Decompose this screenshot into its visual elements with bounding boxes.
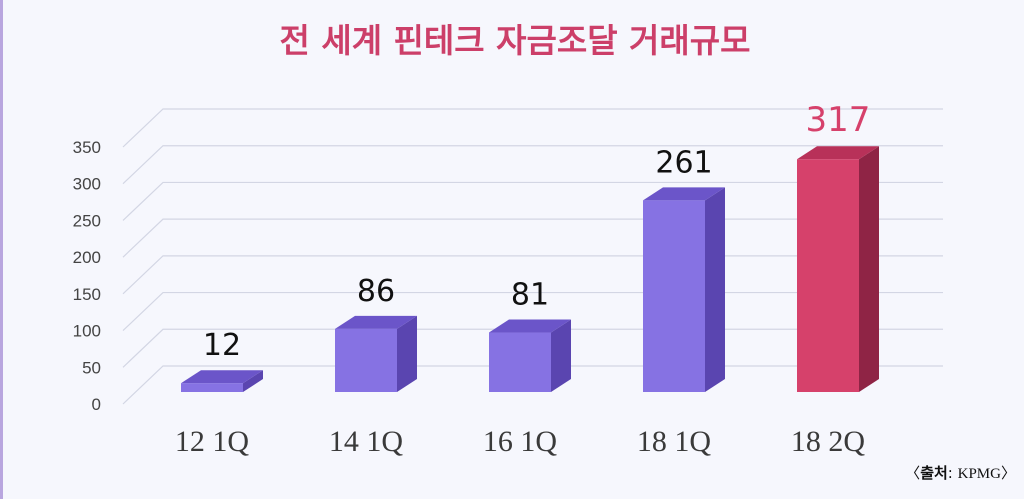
bar-front xyxy=(489,332,551,392)
gridline xyxy=(122,181,943,221)
y-tick-label: 0 xyxy=(92,395,101,414)
bar-top xyxy=(335,315,417,329)
y-tick-label: 250 xyxy=(73,211,101,230)
bar xyxy=(489,319,571,392)
x-category-label: 16 1Q xyxy=(483,425,558,458)
y-tick-label: 50 xyxy=(82,358,101,377)
y-tick-label: 100 xyxy=(73,322,101,341)
gridline xyxy=(122,108,943,148)
bar-front xyxy=(643,200,705,392)
x-category-label: 12 1Q xyxy=(175,425,250,458)
source-label: 출처 xyxy=(920,464,948,482)
bar-top xyxy=(181,370,263,384)
bar xyxy=(643,187,725,392)
x-category-label: 18 1Q xyxy=(637,425,712,458)
bar-front xyxy=(335,328,397,392)
gridline xyxy=(122,145,943,185)
bar-value-label: 317 xyxy=(806,100,871,140)
bar-value-label: 86 xyxy=(357,274,395,309)
x-category-label: 18 2Q xyxy=(791,425,866,458)
bar-side xyxy=(705,187,725,392)
bar-side xyxy=(243,370,263,392)
y-tick-label: 300 xyxy=(73,175,101,194)
bar-value-label: 81 xyxy=(511,278,549,313)
bars xyxy=(181,146,879,392)
y-tick-label: 150 xyxy=(73,285,101,304)
bar-value-label: 12 xyxy=(203,328,241,363)
source-suffix: 〉 xyxy=(1001,464,1016,482)
source-prefix: 〈 xyxy=(905,464,920,482)
y-axis-ticks: 0 50 100 150 200 250 300 350 xyxy=(73,138,101,414)
source-name: KPMG xyxy=(958,466,1002,482)
bar-front xyxy=(181,383,243,392)
bar xyxy=(335,315,417,392)
chart-title: 전 세계 핀테크 자금조달 거래규모 xyxy=(280,21,751,60)
source-note: 〈출처: KPMG〉 xyxy=(905,464,1016,482)
y-tick-label: 350 xyxy=(73,138,101,157)
bar-front xyxy=(797,159,859,392)
y-tick-label: 200 xyxy=(73,248,101,267)
x-category-label: 14 1Q xyxy=(329,425,404,458)
bar-side xyxy=(551,319,571,392)
bar-side xyxy=(397,315,417,392)
bar-side xyxy=(859,146,879,392)
bar xyxy=(181,370,263,392)
bar-top xyxy=(643,187,725,201)
value-labels: 12 86 81 261 317 xyxy=(203,100,871,363)
bar xyxy=(797,146,879,392)
bar-top xyxy=(797,146,879,160)
x-axis-categories: 12 1Q 14 1Q 16 1Q 18 1Q 18 2Q xyxy=(175,425,866,458)
bar-value-label: 261 xyxy=(655,145,712,180)
bar-chart: 0 50 100 150 200 250 300 350 12 86 81 261 317 12 1Q… xyxy=(73,21,1016,482)
gridlines xyxy=(122,108,943,405)
source-separator: : xyxy=(948,464,958,482)
bar-top xyxy=(489,319,571,333)
